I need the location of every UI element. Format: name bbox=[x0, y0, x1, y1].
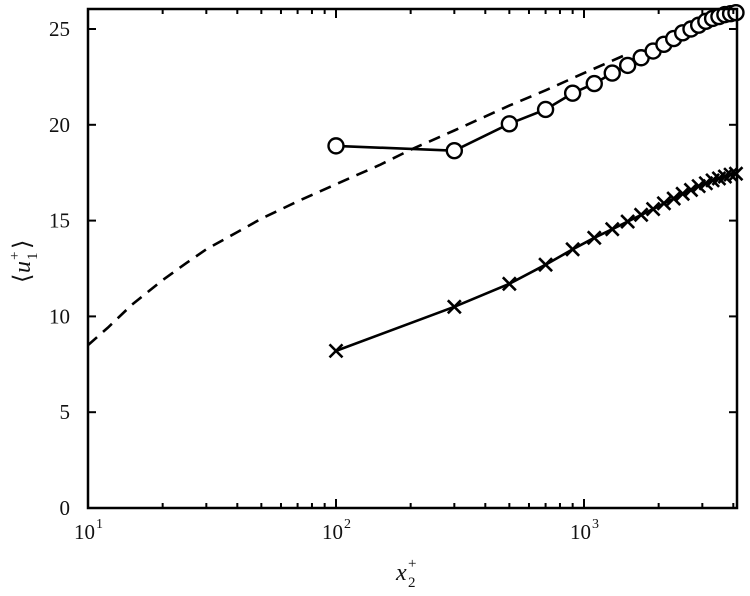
svg-text:+: + bbox=[7, 252, 23, 260]
svg-text:1: 1 bbox=[25, 253, 41, 261]
x-marker bbox=[656, 195, 672, 211]
x-marker bbox=[666, 191, 682, 206]
y-tick-label: 10 bbox=[49, 304, 70, 328]
y-axis-label: ⟨ u 1 + ⟩ bbox=[7, 240, 41, 283]
x-marker bbox=[633, 207, 649, 223]
x-tick-label: 10 2 bbox=[322, 517, 351, 544]
x-tick-label: 10 3 bbox=[570, 517, 599, 544]
x-axis-label: x 2 + bbox=[395, 556, 416, 591]
svg-text:2: 2 bbox=[408, 575, 416, 591]
svg-text:3: 3 bbox=[592, 517, 599, 532]
x-marker bbox=[538, 257, 554, 273]
x-tick-labels: 10 1 10 2 10 3 bbox=[74, 517, 599, 544]
circle-marker bbox=[618, 56, 637, 75]
x-marker bbox=[645, 201, 661, 217]
x-marker bbox=[683, 182, 699, 198]
svg-text:10: 10 bbox=[74, 520, 95, 544]
x-marker bbox=[620, 214, 636, 229]
x-marker bbox=[565, 241, 581, 257]
svg-text:⟩: ⟩ bbox=[10, 240, 36, 249]
x-marker bbox=[328, 343, 344, 359]
x-marker bbox=[675, 186, 691, 202]
x-marker bbox=[501, 276, 517, 292]
y-tick-label: 5 bbox=[60, 400, 71, 424]
x-tick-label: 10 1 bbox=[74, 517, 103, 544]
x-marker bbox=[586, 230, 602, 246]
svg-text:⟨: ⟨ bbox=[10, 274, 36, 283]
svg-text:x: x bbox=[395, 560, 407, 586]
y-tick-label: 0 bbox=[60, 496, 71, 520]
reference-line bbox=[87, 52, 629, 347]
plot-area bbox=[87, 4, 745, 359]
svg-text:10: 10 bbox=[570, 520, 591, 544]
x-marker bbox=[723, 167, 739, 183]
svg-text:2: 2 bbox=[344, 517, 351, 532]
svg-text:10: 10 bbox=[322, 520, 343, 544]
circle-marker bbox=[327, 137, 345, 155]
y-tick-label: 25 bbox=[49, 17, 70, 41]
circle-marker bbox=[445, 141, 464, 160]
svg-text:u: u bbox=[10, 261, 36, 273]
circle-marker bbox=[500, 115, 519, 133]
axis-ticks bbox=[87, 9, 737, 509]
x-marker bbox=[446, 299, 462, 315]
y-tick-label: 20 bbox=[49, 113, 70, 137]
circle-marker bbox=[585, 74, 603, 93]
svg-text:1: 1 bbox=[96, 517, 103, 532]
x-marker bbox=[604, 221, 620, 237]
circle-marker bbox=[603, 64, 621, 82]
axes-frame bbox=[86, 7, 739, 510]
circle-marker bbox=[563, 84, 582, 102]
svg-text:+: + bbox=[408, 556, 416, 572]
y-tick-label: 15 bbox=[49, 209, 70, 233]
circle-marker bbox=[536, 100, 555, 119]
y-tick-labels: 0 5 10 15 20 25 bbox=[49, 17, 70, 520]
